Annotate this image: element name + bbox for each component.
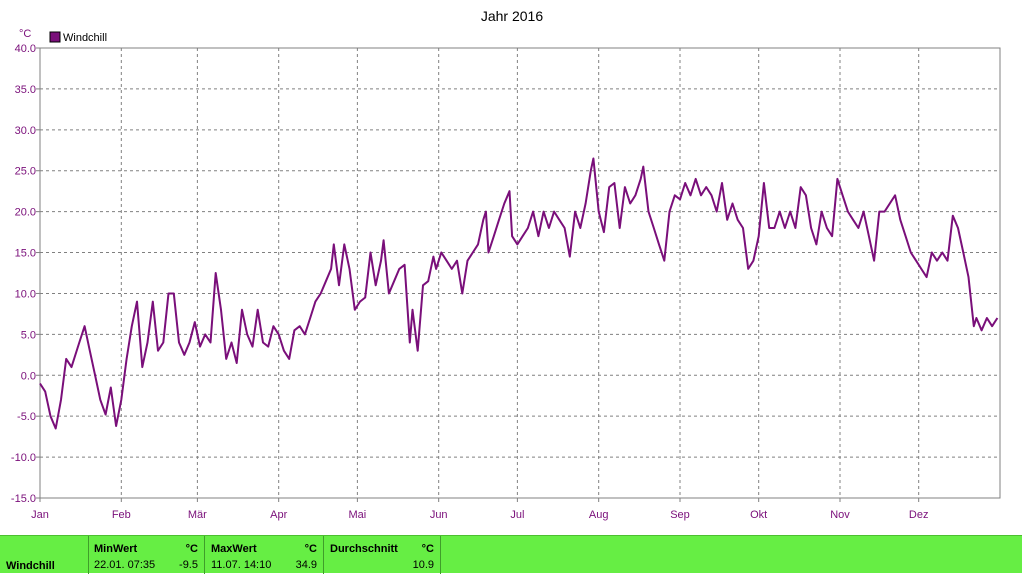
stats-divider — [323, 536, 324, 574]
x-tick-label: Nov — [830, 509, 850, 521]
y-tick-labels: 40.0 35.0 30.0 25.0 20.0 15.0 10.0 5.0 0.0 -5.0 -1… — [11, 43, 40, 505]
stats-min-timestamp: 22.01. 07:35 — [94, 559, 156, 571]
y-tick-label: 0.0 — [21, 370, 36, 382]
stats-divider — [440, 536, 441, 574]
y-tick-label: -10.0 — [11, 452, 36, 464]
stats-series-name: Windchill — [6, 560, 55, 572]
x-tick-label: Mai — [349, 509, 367, 521]
y-tick-label: 15.0 — [15, 248, 36, 260]
y-tick-label: -15.0 — [11, 493, 36, 505]
x-tick-label: Aug — [589, 509, 609, 521]
series-line-windchill — [39, 157, 999, 430]
x-tick-label: Okt — [750, 509, 767, 521]
x-tick-label: Jun — [430, 509, 448, 521]
stats-divider — [204, 536, 205, 574]
stats-avg-label: Durchschnitt — [330, 543, 398, 555]
y-tick-label: 10.0 — [15, 288, 36, 300]
legend-swatch — [49, 31, 61, 43]
chart-title: Jahr 2016 — [481, 8, 543, 24]
stats-avg-cell: Durchschnitt °C 10.9 — [324, 536, 440, 574]
stats-bar: Windchill MinWert °C 22.01. 07:35 -9.5 M… — [0, 535, 1022, 574]
y-tick-label: 30.0 — [15, 125, 36, 137]
stats-max-value: 34.9 — [295, 559, 317, 571]
chart: Jahr 2016 °C Windchill 40.0 35.0 30.0 25.0 2… — [11, 8, 1001, 521]
grid — [40, 48, 1000, 498]
x-tick-label: Jan — [31, 509, 49, 521]
y-tick-label: -5.0 — [17, 411, 36, 423]
legend: Windchill — [49, 31, 107, 44]
stats-avg-value: 10.9 — [412, 559, 434, 571]
stats-avg-unit: °C — [421, 543, 434, 555]
y-axis-unit: °C — [19, 28, 31, 40]
x-tick-label: Sep — [670, 509, 690, 521]
x-tick-label: Feb — [112, 509, 131, 521]
x-tick-label: Jul — [510, 509, 524, 521]
x-tick-label: Mär — [188, 509, 207, 521]
plot-frame — [39, 47, 1001, 499]
x-tick-labels: Jan Feb Mär Apr Mai Jun Jul Aug Sep Okt Nov Dez — [31, 498, 928, 521]
y-tick-label: 40.0 — [15, 43, 36, 55]
stats-min-label: MinWert — [94, 543, 138, 555]
stats-max-label: MaxWert — [211, 543, 257, 555]
y-tick-label: 35.0 — [15, 84, 36, 96]
series-layer — [39, 157, 999, 430]
stats-min-unit: °C — [185, 543, 198, 555]
stats-min-value: -9.5 — [179, 559, 198, 571]
y-tick-label: 25.0 — [15, 166, 36, 178]
stats-divider — [88, 536, 89, 574]
stats-max-timestamp: 11.07. 14:10 — [211, 559, 272, 571]
x-tick-label: Dez — [909, 509, 929, 521]
y-tick-label: 20.0 — [15, 207, 36, 219]
x-tick-label: Apr — [270, 509, 287, 521]
y-tick-label: 5.0 — [21, 329, 36, 341]
stats-min-cell: MinWert °C 22.01. 07:35 -9.5 — [89, 536, 204, 574]
stats-max-cell: MaxWert °C 11.07. 14:10 34.9 — [205, 536, 323, 574]
legend-label: Windchill — [63, 32, 107, 44]
stats-max-unit: °C — [304, 543, 317, 555]
